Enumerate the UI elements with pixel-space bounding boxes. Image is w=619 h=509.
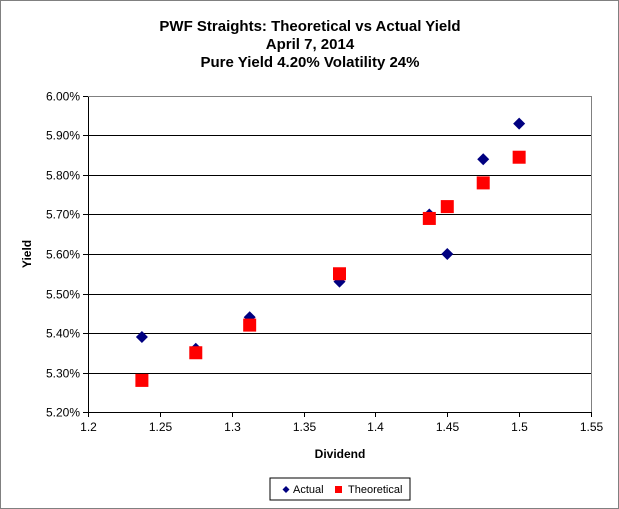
- x-tick-label: 1.2: [80, 420, 97, 434]
- theoretical-point: [476, 176, 490, 190]
- theoretical-point: [189, 346, 203, 360]
- legend-actual-marker: [282, 486, 290, 493]
- y-tick-label: 5.50%: [46, 288, 80, 302]
- theoretical-point: [135, 373, 149, 387]
- x-axis-label: Dividend: [315, 447, 366, 461]
- legend: Actual Theoretical: [269, 477, 411, 501]
- y-tick-label: 5.80%: [46, 169, 80, 183]
- x-tick-label: 1.55: [580, 420, 604, 434]
- y-tick-label: 5.30%: [46, 367, 80, 381]
- x-tick-label: 1.4: [367, 420, 384, 434]
- legend-theoretical-marker: [335, 486, 342, 493]
- y-tick-label: 5.20%: [46, 406, 80, 420]
- theoretical-point: [333, 267, 346, 281]
- y-tick-label: 5.40%: [46, 327, 80, 341]
- theoretical-point: [243, 318, 257, 332]
- y-tick-label: 5.70%: [46, 208, 80, 222]
- chart-title-line-3: Pure Yield 4.20% Volatility 24%: [201, 54, 420, 71]
- x-tick-label: 1.25: [149, 420, 173, 434]
- chart-title-line-1: PWF Straights: Theoretical vs Actual Yie…: [159, 18, 460, 35]
- actual-point: [477, 153, 490, 166]
- y-tick-label: 5.60%: [46, 248, 80, 262]
- theoretical-point: [440, 200, 454, 214]
- actual-point: [135, 330, 148, 343]
- y-axis-label: Yield: [20, 240, 34, 268]
- y-tick-label: 6.00%: [46, 90, 80, 104]
- theoretical-point: [512, 150, 526, 164]
- x-tick-label: 1.45: [436, 420, 460, 434]
- x-tick-label: 1.3: [224, 420, 241, 434]
- x-tick-label: 1.35: [293, 420, 317, 434]
- theoretical-point: [422, 211, 436, 225]
- y-tick-label: 5.90%: [46, 129, 80, 143]
- actual-point: [513, 117, 526, 130]
- x-tick-label: 1.5: [511, 420, 528, 434]
- chart-title-line-2: April 7, 2014: [266, 36, 355, 53]
- legend-theoretical-label: Theoretical: [348, 484, 402, 496]
- actual-point: [441, 248, 454, 260]
- legend-actual-label: Actual: [293, 484, 324, 496]
